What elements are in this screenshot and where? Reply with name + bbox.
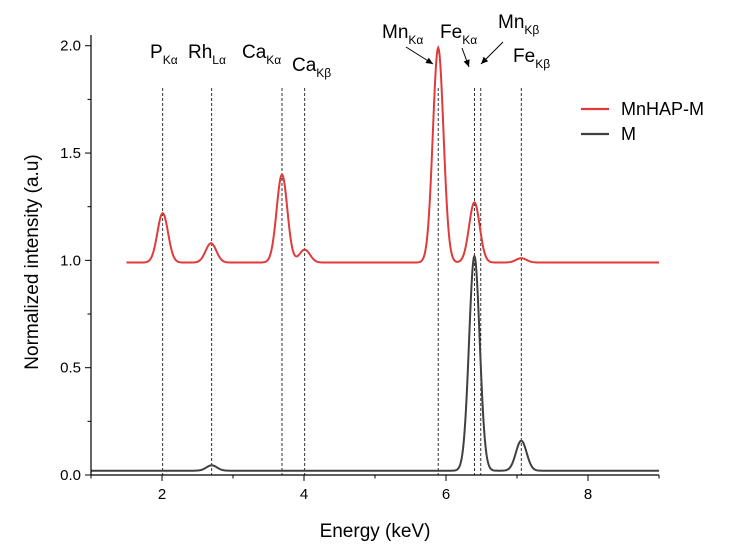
axes <box>90 35 659 476</box>
label-arrowhead-1 <box>463 59 470 67</box>
x-tick-label: 8 <box>584 486 592 503</box>
legend: MnHAP-M M <box>581 99 704 144</box>
y-tick-label: 0.0 <box>60 467 81 484</box>
peak-label-0: PKα <box>150 42 178 67</box>
legend-label-1: M <box>621 124 636 144</box>
y-tick-label: 1.5 <box>60 145 81 162</box>
peak-label-3: CaKβ <box>292 55 331 80</box>
x-tick-label: 2 <box>158 486 166 503</box>
label-arrowhead-2 <box>481 56 489 64</box>
reference-lines <box>162 88 522 475</box>
peak-label-2: CaKα <box>242 42 281 67</box>
peak-label-6: MnKβ <box>498 12 539 37</box>
peak-label-5: FeKα <box>440 22 477 47</box>
series-layer <box>91 45 659 472</box>
y-tick-label: 2.0 <box>60 38 81 55</box>
peak-label-1: RhLα <box>188 42 226 67</box>
series-line-1 <box>91 253 659 472</box>
y-tick-label: 0.5 <box>60 360 81 377</box>
peak-labels: PKα RhLα CaKα CaKβ MnKα FeKα MnKβ FeKβ <box>150 12 550 80</box>
series-line-0 <box>126 45 659 264</box>
y-axis-title: Normalized intensity (a.u) <box>22 154 43 369</box>
x-axis-title: Energy (keV) <box>320 521 431 542</box>
y-tick-label: 1.0 <box>60 252 81 269</box>
label-arrowhead-0 <box>425 57 433 64</box>
peak-label-4: MnKα <box>382 22 423 47</box>
x-tick-label: 4 <box>300 486 308 503</box>
x-tick-label: 6 <box>442 486 450 503</box>
legend-label-0: MnHAP-M <box>621 99 704 119</box>
peak-label-7: FeKβ <box>513 46 550 71</box>
ticks: 2 4 6 8 0.0 0.5 1.0 1.5 2.0 <box>60 38 660 503</box>
